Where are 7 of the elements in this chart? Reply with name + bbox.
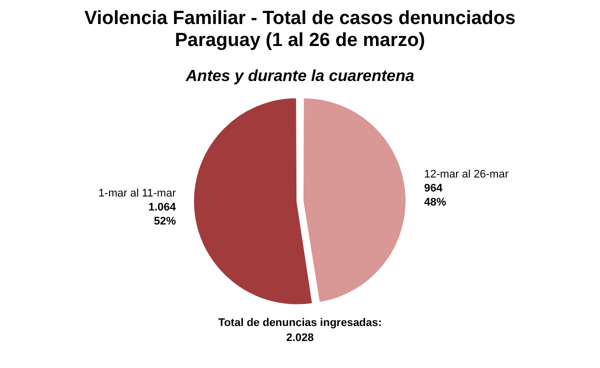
slice-label: 12-mar al 26-mar bbox=[424, 168, 509, 180]
chart-subtitle: Antes y durante la cuarentena bbox=[184, 68, 416, 86]
data-label: 964 48% bbox=[424, 182, 446, 208]
text: Total de denuncias ingresadas: 2.028 bbox=[217, 316, 383, 346]
chart-title: Violencia Familiar - Total de casos denunciados Paraguay (1 al 26 de marzo) bbox=[83, 8, 517, 52]
slice-label: 1-mar al 11-mar bbox=[98, 188, 176, 200]
data-label: 1.064 52% bbox=[148, 202, 177, 228]
